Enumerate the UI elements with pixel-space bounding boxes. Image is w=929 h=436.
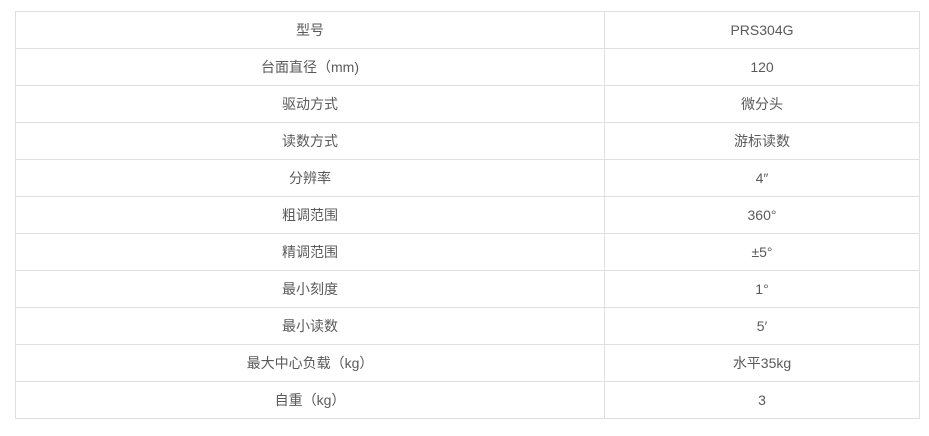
spec-value: 5′ [604,307,920,345]
spec-value: 游标读数 [604,122,920,160]
product-spec-table: 型号 PRS304G 台面直径（mm) 120 驱动方式 微分头 读数方式 游标… [15,11,920,419]
table-row: 精调范围 ±5° [15,233,920,271]
table-row: 读数方式 游标读数 [15,122,920,160]
table-row: 型号 PRS304G [15,11,920,49]
spec-value: 水平35kg [604,344,920,382]
table-row: 驱动方式 微分头 [15,85,920,123]
spec-value: 微分头 [604,85,920,123]
spec-value: 360° [604,196,920,234]
spec-value: 1° [604,270,920,308]
table-row: 分辨率 4″ [15,159,920,197]
spec-value: ±5° [604,233,920,271]
spec-label: 精调范围 [15,233,605,271]
spec-label: 最小刻度 [15,270,605,308]
spec-label: 自重（kg） [15,381,605,419]
spec-value: 120 [604,48,920,86]
table-row: 最小读数 5′ [15,307,920,345]
spec-label: 分辨率 [15,159,605,197]
spec-table-container: 型号 PRS304G 台面直径（mm) 120 驱动方式 微分头 读数方式 游标… [15,11,920,419]
spec-value: 4″ [604,159,920,197]
spec-value: 3 [604,381,920,419]
table-row: 粗调范围 360° [15,196,920,234]
spec-value: PRS304G [604,11,920,49]
spec-label: 台面直径（mm) [15,48,605,86]
spec-label: 读数方式 [15,122,605,160]
spec-label: 型号 [15,11,605,49]
table-row: 最大中心负载（kg） 水平35kg [15,344,920,382]
spec-label: 最大中心负载（kg） [15,344,605,382]
table-row: 自重（kg） 3 [15,381,920,419]
table-row: 台面直径（mm) 120 [15,48,920,86]
spec-label: 驱动方式 [15,85,605,123]
spec-label: 粗调范围 [15,196,605,234]
table-row: 最小刻度 1° [15,270,920,308]
spec-label: 最小读数 [15,307,605,345]
